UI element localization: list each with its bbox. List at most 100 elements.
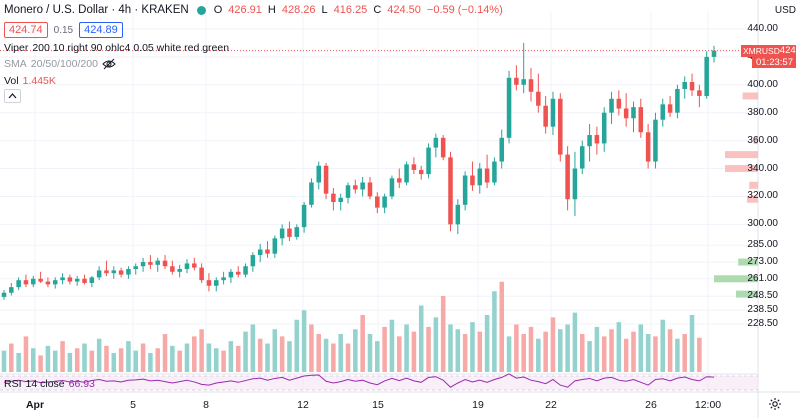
time-tick-label: 19 [472, 399, 484, 411]
volume-bar [587, 341, 592, 372]
candle-body [470, 175, 475, 186]
candle-body [477, 168, 483, 186]
candle-body [52, 280, 58, 285]
candle-body [558, 98, 563, 155]
volume-bar [382, 326, 387, 372]
volume-bar [360, 315, 365, 372]
candle-body [631, 107, 636, 119]
candle-body [514, 77, 519, 85]
volume-bar [623, 338, 629, 372]
ohlc-change: −0.59 (−0.14%) [426, 4, 503, 16]
candle-body [697, 90, 702, 96]
indicator-viper-name: Viper [4, 42, 29, 54]
indicator-sma-name: SMA [4, 58, 27, 70]
volume-bar [213, 348, 219, 372]
candle-body [689, 82, 695, 91]
volume-bar [45, 345, 51, 372]
volume-bar [184, 343, 190, 372]
candle-body [243, 266, 248, 275]
sell-price-button[interactable]: 424.74 [4, 22, 48, 38]
candle-body [1, 292, 7, 297]
indicator-sma[interactable]: SMA 20/50/100/200 [4, 58, 116, 70]
ohlc-high-label: H [267, 4, 276, 16]
volume-bar [279, 336, 285, 372]
volume-bar [294, 319, 300, 372]
volume-bar [89, 350, 95, 372]
candle-body [316, 165, 322, 183]
candle-body [16, 280, 21, 288]
volume-bar [426, 326, 431, 372]
indicator-volume-value: 1.445K [22, 75, 56, 87]
indicator-volume[interactable]: Vol 1.445K [4, 75, 56, 87]
candle-body [228, 271, 234, 278]
volume-bar [616, 322, 622, 372]
buy-price-button[interactable]: 424.89 [79, 22, 123, 38]
price-tick-label: 248.50 [747, 290, 778, 302]
price-tick-label: 238.50 [747, 304, 778, 316]
candle-body [411, 164, 417, 170]
gear-icon[interactable] [768, 397, 782, 411]
candle-body [587, 135, 592, 147]
candle-body [170, 266, 175, 272]
price-tick-label: 228.50 [747, 318, 778, 330]
volume-bar [689, 315, 695, 372]
candle-body [536, 91, 541, 106]
rsi-line [3, 373, 715, 388]
volume-bar [170, 345, 175, 372]
volume-bar [316, 334, 322, 372]
candle-body [345, 185, 351, 198]
eye-off-icon[interactable] [102, 58, 116, 70]
candle-body [440, 137, 446, 158]
ohlc-close-label: C [373, 4, 382, 16]
symbol-title[interactable]: Monero / U.S. Dollar · 4h · KRAKEN [4, 4, 189, 16]
volume-bar [506, 336, 512, 372]
candle-body [375, 196, 380, 208]
collapse-legend-button[interactable] [4, 89, 21, 103]
currency-label: USD [774, 5, 796, 16]
indicator-rsi-params: 14 close [25, 378, 65, 390]
indicator-rsi[interactable]: RSI 14 close 66.93 [4, 378, 95, 390]
volume-bar [448, 324, 453, 372]
candle-body [257, 249, 263, 256]
volume-bar [38, 355, 43, 372]
price-tick-label: 440.00 [747, 22, 778, 34]
candle-body [331, 193, 336, 203]
chart-header: Monero / U.S. Dollar · 4h · KRAKEN O 426.… [4, 4, 503, 16]
candle-body [667, 104, 673, 113]
volume-bar [126, 341, 131, 372]
volume-bar [609, 329, 614, 372]
candle-body [499, 137, 505, 162]
volume-bar [345, 343, 351, 372]
volume-bar [338, 334, 343, 372]
candle-body [184, 263, 190, 270]
volume-bar [682, 334, 687, 372]
candle-body [177, 269, 182, 272]
indicator-viper[interactable]: Viper 200 10 right 90 ohlc4 0.05 white r… [4, 42, 229, 54]
candle-body [67, 277, 73, 282]
volume-bar [177, 350, 182, 372]
candle-body [492, 161, 497, 183]
volume-bar [74, 348, 80, 372]
volume-bar [96, 338, 102, 372]
volume-bar [638, 324, 644, 372]
candle-body [155, 260, 160, 265]
volume-bar [287, 341, 292, 372]
volume-bar [455, 329, 461, 372]
candle-body [96, 270, 102, 278]
candle-body [382, 196, 387, 208]
volume-bar [653, 336, 658, 372]
volume-bar [579, 334, 585, 372]
candle-body [433, 137, 439, 148]
volume-bar [418, 305, 424, 372]
candle-body [104, 270, 109, 274]
candle-body [704, 56, 709, 96]
indicator-rsi-value: 66.93 [68, 378, 95, 390]
price-tick-label: 360.00 [747, 134, 778, 146]
volume-profile-bar [742, 92, 758, 100]
volume-bar [155, 348, 160, 372]
volume-bar [492, 291, 497, 372]
price-tick-label: 320.00 [747, 190, 778, 202]
ohlc-open-label: O [213, 4, 223, 16]
candle-body [89, 277, 95, 283]
